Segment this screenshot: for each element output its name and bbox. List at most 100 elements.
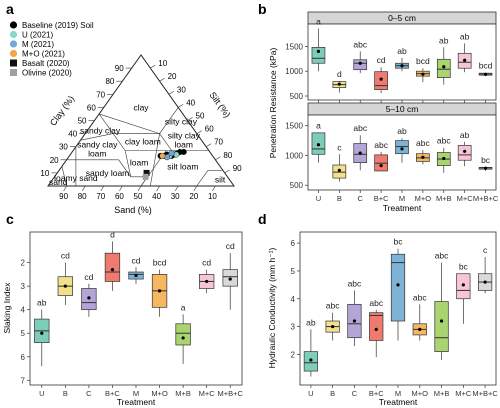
mean-point — [442, 156, 446, 161]
significance-letter: cd — [61, 251, 70, 261]
silt-tick — [205, 143, 212, 147]
x-tick-label: M+C — [199, 389, 216, 398]
clay-tick-label: 70 — [96, 90, 105, 99]
y-tick-label: 4 — [21, 306, 26, 315]
region-label: loamy sand — [54, 173, 98, 183]
y-tick-label: 1500 — [285, 42, 303, 51]
sand-tick — [137, 185, 142, 192]
y-tick-label: 2 — [21, 259, 26, 268]
sand-tick — [156, 185, 160, 192]
texture-boundary-10 — [124, 150, 132, 177]
mean-point — [421, 155, 425, 159]
sand-tick — [193, 185, 198, 192]
mean-point — [309, 358, 313, 362]
mean-point — [483, 166, 488, 170]
significance-letter: abc — [374, 140, 388, 150]
y-tick-label: 5 — [291, 267, 296, 276]
y-axis-title: Penetration Resistance (kPa) — [268, 48, 278, 159]
legend-marker — [10, 59, 17, 67]
mean-point — [400, 64, 404, 68]
x-axis-title: Treatment — [117, 397, 156, 407]
silt-tick-label: 70 — [214, 138, 223, 147]
significance-letter: abc — [353, 123, 367, 133]
sand-tick-label: 10 — [208, 192, 217, 201]
texture-boundary-0 — [150, 133, 160, 187]
x-tick-label: M — [133, 389, 139, 398]
box — [436, 58, 451, 78]
legend-marker — [9, 40, 18, 48]
legend-label: M (2021) — [22, 40, 54, 49]
texture-boundary-1 — [159, 107, 179, 134]
legend-label: Baseline (2019) Soil — [22, 21, 94, 30]
texture-boundary-18 — [196, 170, 209, 187]
y-tick-label: 500 — [290, 92, 304, 101]
x-tick-label: B+C — [374, 194, 389, 203]
region-label: silty clay loam — [168, 130, 201, 149]
significance-letter: abc — [435, 251, 449, 261]
silt-tick-label: 90 — [233, 164, 242, 173]
y-tick-label: 1000 — [285, 67, 303, 76]
mean-point — [40, 331, 44, 335]
significance-letter: ab — [306, 317, 316, 327]
legend-label: U (2021) — [22, 31, 53, 40]
silt-tick — [215, 156, 221, 161]
significance-letter: bcd — [479, 61, 493, 71]
box — [395, 140, 409, 155]
mean-point — [400, 147, 404, 151]
texture-boundary-20 — [61, 166, 67, 187]
sand-tick-label: 80 — [78, 192, 87, 201]
sand-tick-label: 20 — [189, 192, 198, 201]
silt-axis-title: Silt (%) — [207, 90, 232, 119]
clay-tick-label: 10 — [40, 169, 49, 178]
y-tick-label: 5 — [21, 329, 26, 338]
sand-tick — [100, 185, 105, 192]
significance-letter: bc — [459, 262, 469, 272]
significance-letter: abc — [353, 39, 367, 49]
mean-point — [157, 289, 162, 293]
x-tick-label: M+B+C — [218, 389, 244, 398]
mean-point — [134, 273, 138, 278]
mean-point — [337, 168, 341, 172]
significance-letter: a — [316, 16, 321, 26]
x-axis-title: Treatment — [383, 203, 422, 213]
region-label: sandy loam — [86, 168, 129, 178]
ternary-point — [143, 169, 150, 176]
mean-point — [205, 279, 209, 284]
mean-point — [358, 151, 362, 155]
silt-tick-label: 40 — [186, 98, 195, 107]
mean-point — [87, 296, 91, 300]
x-tick-label: C — [352, 389, 358, 398]
panel-label-b: b — [258, 1, 267, 17]
sand-tick — [63, 185, 67, 192]
x-tick-label: B — [63, 389, 68, 398]
mean-point — [483, 280, 487, 284]
x-tick-label: M+B — [436, 194, 452, 203]
significance-letter: ab — [397, 46, 407, 56]
legend-marker — [10, 69, 17, 76]
significance-letter: ab — [460, 31, 470, 41]
ternary-point — [168, 150, 175, 157]
legend-label: Olivine (2020) — [22, 69, 72, 78]
mean-point — [316, 143, 321, 147]
x-tick-label: M+O — [151, 389, 168, 398]
y-tick-label: 6 — [21, 353, 26, 362]
y-axis-title: Slaking Index — [2, 282, 12, 334]
x-tick-label: M+C — [457, 194, 474, 203]
x-tick-label: U — [308, 389, 313, 398]
silt-tick — [150, 64, 156, 69]
x-tick-label: U — [316, 194, 321, 203]
x-tick-label: M+B+C — [472, 389, 498, 398]
mean-point — [337, 82, 341, 86]
significance-letter: c — [483, 245, 488, 255]
mean-point — [358, 61, 362, 65]
y-tick-label: 1000 — [285, 151, 303, 160]
significance-letter: a — [316, 120, 321, 130]
significance-letter: cd — [84, 272, 93, 282]
silt-tick-label: 10 — [158, 59, 167, 68]
box — [175, 323, 191, 346]
y-axis-title: Hydraulic Conductivity (mm h⁻¹) — [267, 247, 277, 368]
